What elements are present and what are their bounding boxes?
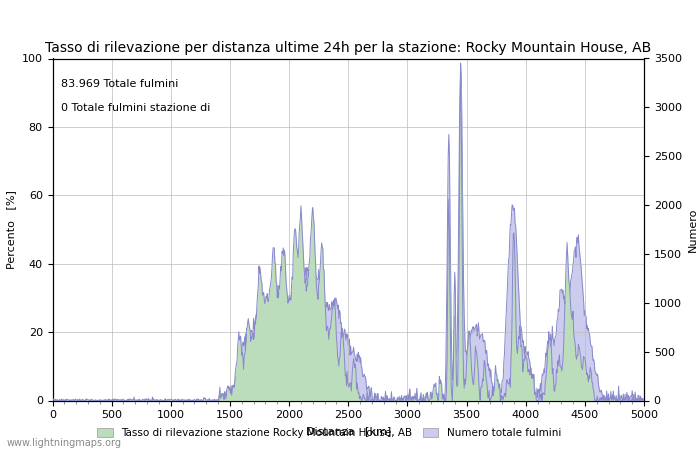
Text: www.lightningmaps.org: www.lightningmaps.org [7, 438, 122, 448]
Title: Tasso di rilevazione per distanza ultime 24h per la stazione: Rocky Mountain Hou: Tasso di rilevazione per distanza ultime… [45, 40, 652, 54]
Y-axis label: Percento   [%]: Percento [%] [6, 190, 16, 269]
Y-axis label: Numero: Numero [687, 207, 697, 252]
Text: 0 Totale fulmini stazione di: 0 Totale fulmini stazione di [62, 103, 211, 113]
Text: 83.969 Totale fulmini: 83.969 Totale fulmini [62, 79, 178, 89]
X-axis label: Distanza   [km]: Distanza [km] [306, 426, 391, 436]
Legend: Tasso di rilevazione stazione Rocky Mountain House, AB, Numero totale fulmini: Tasso di rilevazione stazione Rocky Moun… [93, 424, 565, 442]
